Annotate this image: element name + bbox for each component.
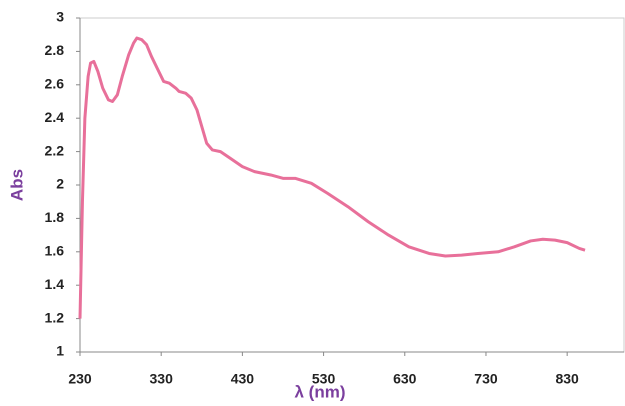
x-tick-label: 430 (231, 371, 255, 387)
x-tick-label: 730 (474, 371, 498, 387)
y-tick-label: 1.2 (45, 309, 65, 325)
y-tick-label: 2.6 (45, 76, 65, 92)
y-tick-label: 2.4 (45, 109, 65, 125)
y-tick-label: 2 (56, 176, 64, 192)
y-tick-label: 1.4 (45, 276, 65, 292)
y-tick-label: 3 (56, 9, 64, 25)
y-tick-label: 2.2 (45, 142, 65, 158)
x-tick-label: 830 (555, 371, 579, 387)
x-axis-title: λ (nm) (295, 382, 346, 401)
data-line (78, 36, 586, 319)
plot-frame (79, 17, 625, 353)
x-tick-label: 530 (312, 371, 336, 387)
y-tick-label: 1.6 (45, 243, 65, 259)
x-tick-label: 630 (393, 371, 417, 387)
y-tick-label: 1.8 (45, 209, 65, 225)
y-tick-label: 2.8 (45, 42, 65, 58)
x-tick-label: 230 (68, 371, 92, 387)
x-tick-label: 330 (150, 371, 174, 387)
y-tick-label: 1 (56, 343, 64, 359)
y-axis-title: Abs (7, 169, 26, 201)
